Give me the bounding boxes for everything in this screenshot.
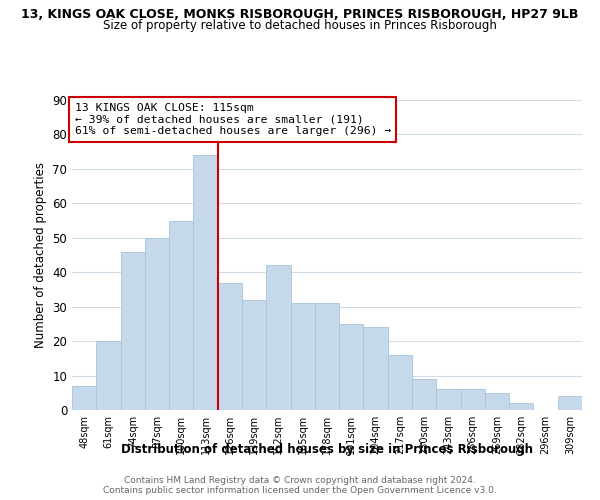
- Bar: [364, 328, 388, 410]
- Bar: [242, 300, 266, 410]
- Bar: [266, 266, 290, 410]
- Bar: [461, 390, 485, 410]
- Text: Size of property relative to detached houses in Princes Risborough: Size of property relative to detached ho…: [103, 18, 497, 32]
- Text: Distribution of detached houses by size in Princes Risborough: Distribution of detached houses by size …: [121, 442, 533, 456]
- Bar: [558, 396, 582, 410]
- Bar: [290, 303, 315, 410]
- Text: 13, KINGS OAK CLOSE, MONKS RISBOROUGH, PRINCES RISBOROUGH, HP27 9LB: 13, KINGS OAK CLOSE, MONKS RISBOROUGH, P…: [22, 8, 578, 20]
- Y-axis label: Number of detached properties: Number of detached properties: [34, 162, 47, 348]
- Bar: [388, 355, 412, 410]
- Bar: [436, 390, 461, 410]
- Bar: [485, 393, 509, 410]
- Bar: [509, 403, 533, 410]
- Bar: [121, 252, 145, 410]
- Bar: [218, 282, 242, 410]
- Bar: [412, 379, 436, 410]
- Bar: [339, 324, 364, 410]
- Bar: [315, 303, 339, 410]
- Bar: [169, 220, 193, 410]
- Text: Contains HM Land Registry data © Crown copyright and database right 2024.: Contains HM Land Registry data © Crown c…: [124, 476, 476, 485]
- Text: 13 KINGS OAK CLOSE: 115sqm
← 39% of detached houses are smaller (191)
61% of sem: 13 KINGS OAK CLOSE: 115sqm ← 39% of deta…: [74, 103, 391, 136]
- Bar: [145, 238, 169, 410]
- Text: Contains public sector information licensed under the Open Government Licence v3: Contains public sector information licen…: [103, 486, 497, 495]
- Bar: [72, 386, 96, 410]
- Bar: [96, 341, 121, 410]
- Bar: [193, 155, 218, 410]
